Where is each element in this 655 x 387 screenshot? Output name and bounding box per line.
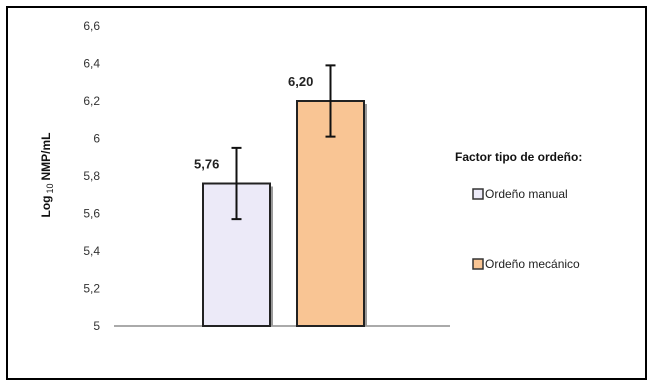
y-tick-label: 5 [93,319,100,333]
y-tick-label: 6 [93,132,100,146]
y-tick-label: 5,8 [83,169,100,183]
bar [296,100,365,327]
legend: Ordeño manual Ordeño mecánico [472,187,580,271]
y-tick-label: 5,2 [83,282,100,296]
y-tick-label: 5,6 [83,207,100,221]
legend-label: Ordeño mecánico [485,257,580,271]
y-tick-label: 6,2 [83,94,100,108]
legend-swatch [472,188,484,200]
legend-label: Ordeño manual [485,187,568,201]
data-label: 5,76 [194,157,219,172]
legend-swatch [472,258,484,270]
y-tick-label: 5,4 [83,244,100,258]
y-axis-ticks: 5 5,2 5,4 5,6 5,8 6 6,2 6,4 6,6 [83,19,100,333]
legend-title: Factor tipo de ordeño: [455,150,582,164]
data-label: 6,20 [288,74,313,89]
y-axis-label: Log10NMP/mL [39,132,55,217]
y-tick-label: 6,6 [83,19,100,33]
y-tick-label: 6,4 [83,57,100,71]
bars-group: 5,76 6,20 [194,64,367,327]
